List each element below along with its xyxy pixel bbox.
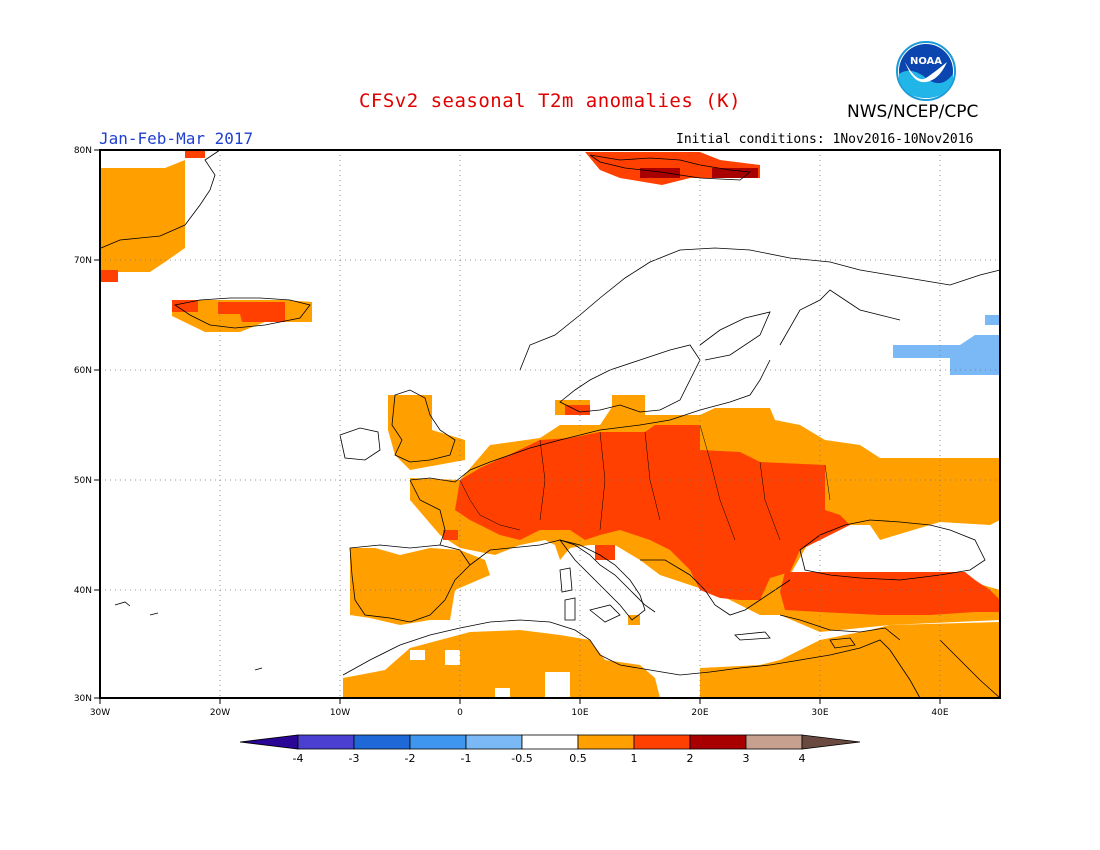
lat-label: 70N [74, 256, 92, 266]
colorbar-swatch [633, 734, 691, 750]
anomaly-cell [780, 572, 1000, 615]
anomaly-fill [101, 150, 1000, 698]
colorbar-swatch [521, 734, 579, 750]
lat-label: 30N [74, 694, 92, 704]
anomaly-cell [388, 395, 465, 470]
colorbar-swatch [239, 734, 299, 750]
coastlines [100, 149, 1001, 699]
anomaly-cell [410, 650, 425, 660]
colorbar-swatch [577, 734, 635, 750]
colorbar-label: 4 [799, 752, 806, 765]
colorbar-swatch [297, 734, 355, 750]
lon-label: 20W [210, 708, 230, 718]
map-title: CFSv2 seasonal T2m anomalies (K) [358, 90, 742, 112]
anomaly-cell [218, 302, 285, 322]
anomaly-cell [700, 622, 1000, 698]
anomaly-cell [640, 168, 680, 178]
forecast-period: Jan-Feb-Mar 2017 [99, 129, 254, 148]
map-frame [99, 149, 1001, 699]
ticks [94, 149, 941, 704]
anomaly-cell [101, 270, 118, 282]
anomaly-cell [893, 335, 1000, 375]
colorbar-swatch [689, 734, 747, 750]
logo-text: NOAA [910, 56, 942, 67]
lon-label: 40E [931, 708, 948, 718]
colorbar-label: -3 [349, 752, 360, 765]
lon-label: 10W [330, 708, 350, 718]
lat-label: 80N [74, 146, 92, 156]
anomaly-cell [612, 395, 645, 415]
colorbar-label: 1 [631, 752, 638, 765]
agency-label: NWS/NCEP/CPC [847, 102, 979, 122]
colorbar-label: 3 [743, 752, 750, 765]
colorbar-label: 2 [687, 752, 694, 765]
lon-label: 10E [571, 708, 588, 718]
lon-label: 30W [90, 708, 110, 718]
anomaly-cell [185, 150, 205, 158]
anomaly-cell [343, 630, 660, 698]
noaa-logo: NOAA [895, 40, 957, 106]
initial-conditions: Initial conditions: 1Nov2016-10Nov2016 [676, 132, 974, 147]
colorbar-swatch [409, 734, 467, 750]
lat-label: 40N [74, 586, 92, 596]
lon-label: 0 [457, 708, 463, 718]
anomaly-cell [445, 650, 460, 665]
colorbar: -4 -3 -2 -1 -0.5 0.5 1 2 3 4 [239, 734, 861, 765]
anomaly-cell [545, 672, 570, 698]
anomaly-cell [628, 615, 640, 625]
anomaly-cell [595, 545, 615, 560]
anomaly-cell [350, 548, 490, 625]
colorbar-label: -0.5 [511, 752, 532, 765]
colorbar-swatch [801, 734, 861, 750]
anomaly-cell [172, 300, 198, 312]
anomaly-cell [985, 315, 1000, 325]
anomaly-cell [455, 425, 850, 600]
anomaly-cell [712, 168, 758, 178]
lat-label: 60N [74, 366, 92, 376]
graticule [100, 150, 1000, 698]
anomaly-cell [495, 688, 510, 698]
colorbar-label: -1 [461, 752, 472, 765]
lat-label: 50N [74, 476, 92, 486]
colorbar-label: -4 [293, 752, 304, 765]
colorbar-label: 0.5 [569, 752, 587, 765]
lon-label: 30E [811, 708, 828, 718]
lon-label: 20E [691, 708, 708, 718]
anomaly-cell [101, 160, 185, 272]
colorbar-swatch [465, 734, 523, 750]
anomaly-cell [443, 530, 458, 540]
colorbar-label: -2 [405, 752, 416, 765]
colorbar-swatch [745, 734, 803, 750]
colorbar-swatch [353, 734, 411, 750]
